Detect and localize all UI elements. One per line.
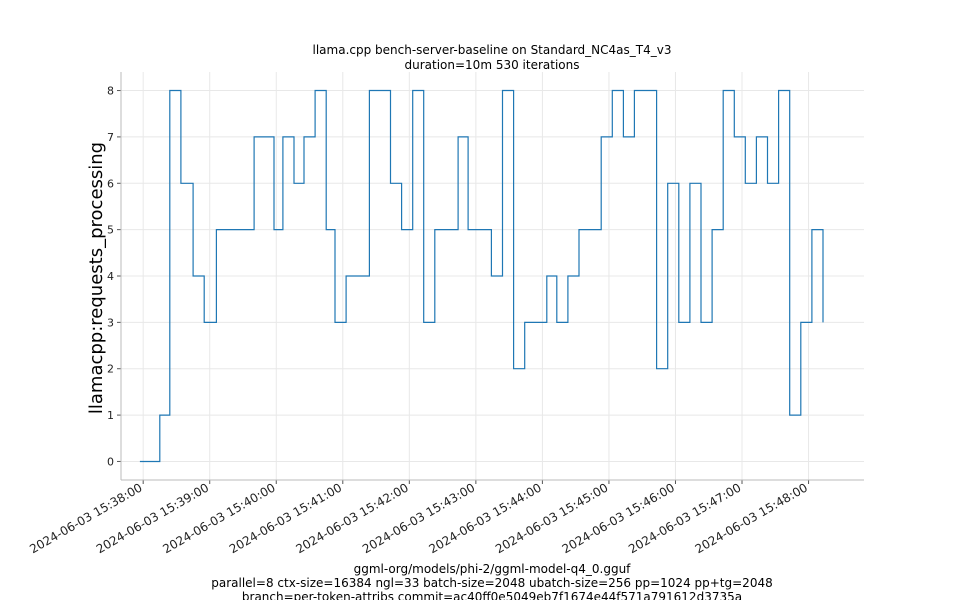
y-tick-label-7: 7 — [107, 131, 114, 144]
y-tick-label-6: 6 — [107, 177, 114, 190]
y-tick-label-5: 5 — [107, 224, 114, 237]
x-axis-label-line-2: parallel=8 ctx-size=16384 ngl=33 batch-s… — [211, 576, 772, 590]
x-axis-label-line-1: ggml-org/models/phi-2/ggml-model-q4_0.gg… — [354, 562, 632, 576]
y-axis-label: llamacpp:requests_processing — [86, 142, 107, 414]
y-tick-label-3: 3 — [107, 316, 114, 329]
chart-subtitle: duration=10m 530 iterations — [405, 58, 580, 72]
y-tick-label-4: 4 — [107, 270, 114, 283]
x-axis-label-line-3: branch=per-token-attribs commit=ac40ff0e… — [242, 590, 742, 600]
y-axis-ticks: 0 1 2 3 4 5 6 7 8 — [107, 85, 121, 468]
y-tick-label-8: 8 — [107, 85, 114, 98]
series-line-requests-processing — [139, 89, 824, 463]
y-tick-label-1: 1 — [107, 409, 114, 422]
y-tick-label-0: 0 — [107, 455, 114, 468]
chart-title: llama.cpp bench-server-baseline on Stand… — [313, 43, 672, 57]
y-tick-label-2: 2 — [107, 363, 114, 376]
